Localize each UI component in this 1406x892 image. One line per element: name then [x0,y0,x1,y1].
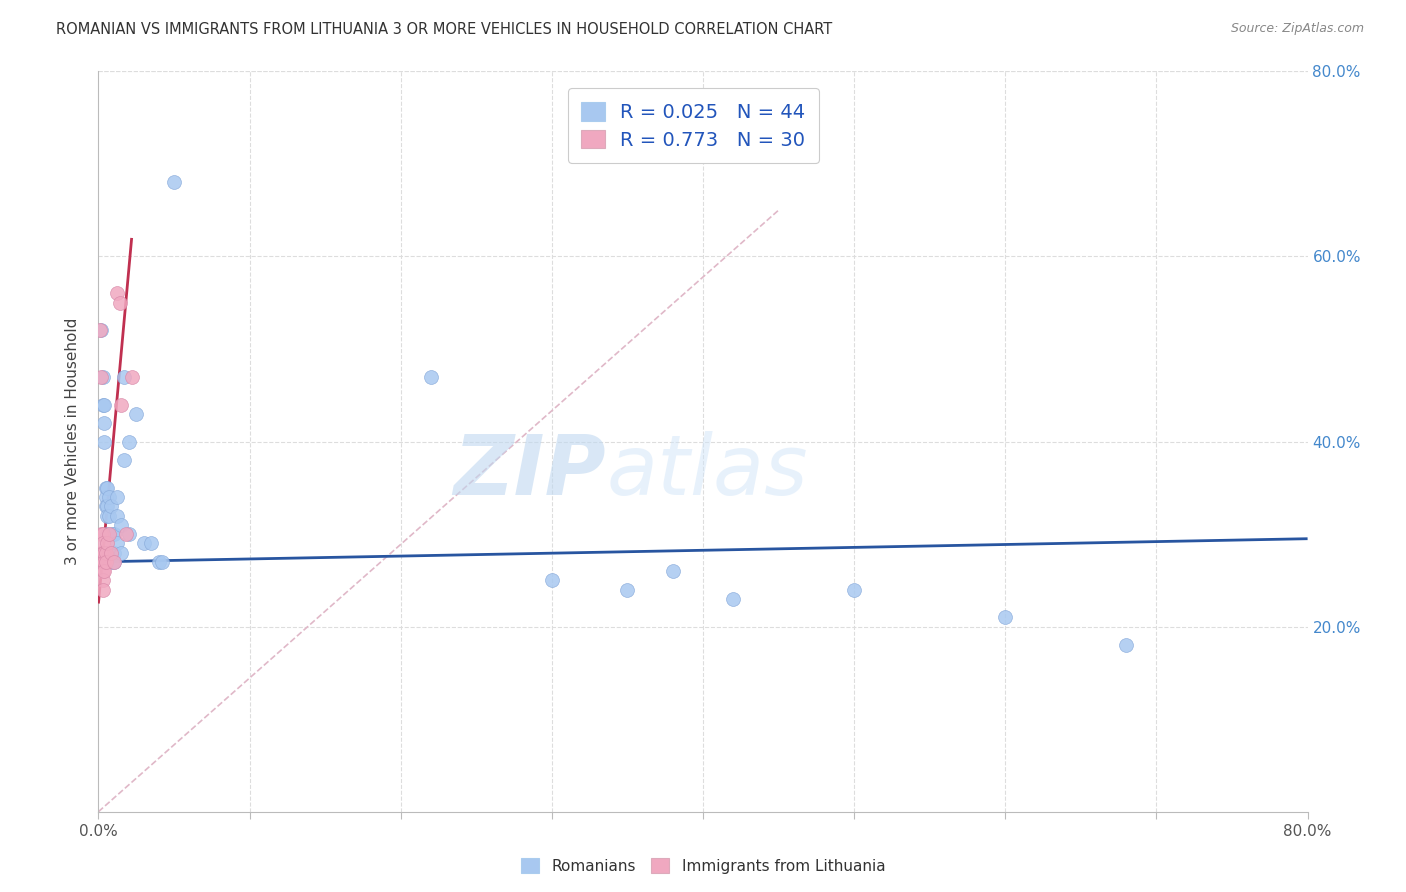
Point [91,582,114,597]
Point [94,545,117,560]
Point [105,508,128,523]
Point [91,545,114,560]
Point [994,610,1017,624]
Point [98,527,121,541]
Point [98,508,121,523]
Text: Source: ZipAtlas.com: Source: ZipAtlas.com [1230,22,1364,36]
Point [141,536,163,550]
Point [103,527,125,541]
Point [103,555,125,569]
Point [94,481,117,495]
Point [112,369,135,384]
Point [132,536,155,550]
Text: ZIP: ZIP [454,431,606,512]
Point [110,545,132,560]
Point [110,398,132,412]
Point [148,555,170,569]
Point [105,490,128,504]
Point [93,564,115,578]
Point [101,527,124,541]
Point [93,545,115,560]
Legend: Romanians, Immigrants from Lithuania: Romanians, Immigrants from Lithuania [515,852,891,880]
Point [98,490,121,504]
Point [90,369,112,384]
Point [91,536,114,550]
Point [94,500,117,514]
Point [89,324,111,338]
Point [661,564,683,578]
Point [96,481,118,495]
Point [93,434,115,449]
Point [163,175,186,190]
Y-axis label: 3 or more Vehicles in Household: 3 or more Vehicles in Household [65,318,80,566]
Point [1115,638,1137,652]
Point [90,527,112,541]
Point [90,555,112,569]
Point [96,527,118,541]
Point [114,527,136,541]
Point [91,574,114,588]
Point [91,398,114,412]
Point [540,574,562,588]
Point [96,500,118,514]
Text: ROMANIAN VS IMMIGRANTS FROM LITHUANIA 3 OR MORE VEHICLES IN HOUSEHOLD CORRELATIO: ROMANIAN VS IMMIGRANTS FROM LITHUANIA 3 … [56,22,832,37]
Point [105,536,128,550]
Legend: R = 0.025   N = 44, R = 0.773   N = 30: R = 0.025 N = 44, R = 0.773 N = 30 [568,88,818,163]
Point [94,490,117,504]
Point [90,545,112,560]
Point [93,416,115,430]
Point [100,500,122,514]
Point [420,369,443,384]
Point [112,453,135,467]
Point [91,369,114,384]
Point [93,555,115,569]
Point [96,508,118,523]
Point [108,295,131,310]
Point [100,545,122,560]
Point [118,527,141,541]
Point [90,324,112,338]
Point [105,286,128,301]
Point [125,407,148,421]
Point [110,517,132,532]
Point [616,582,638,597]
Point [118,434,141,449]
Point [103,555,125,569]
Point [150,555,173,569]
Point [121,369,143,384]
Text: atlas: atlas [606,431,808,512]
Point [94,555,117,569]
Point [103,545,125,560]
Point [844,582,866,597]
Point [91,564,114,578]
Point [91,555,114,569]
Point [101,555,124,569]
Point [723,591,745,606]
Point [93,398,115,412]
Point [91,527,114,541]
Point [96,536,118,550]
